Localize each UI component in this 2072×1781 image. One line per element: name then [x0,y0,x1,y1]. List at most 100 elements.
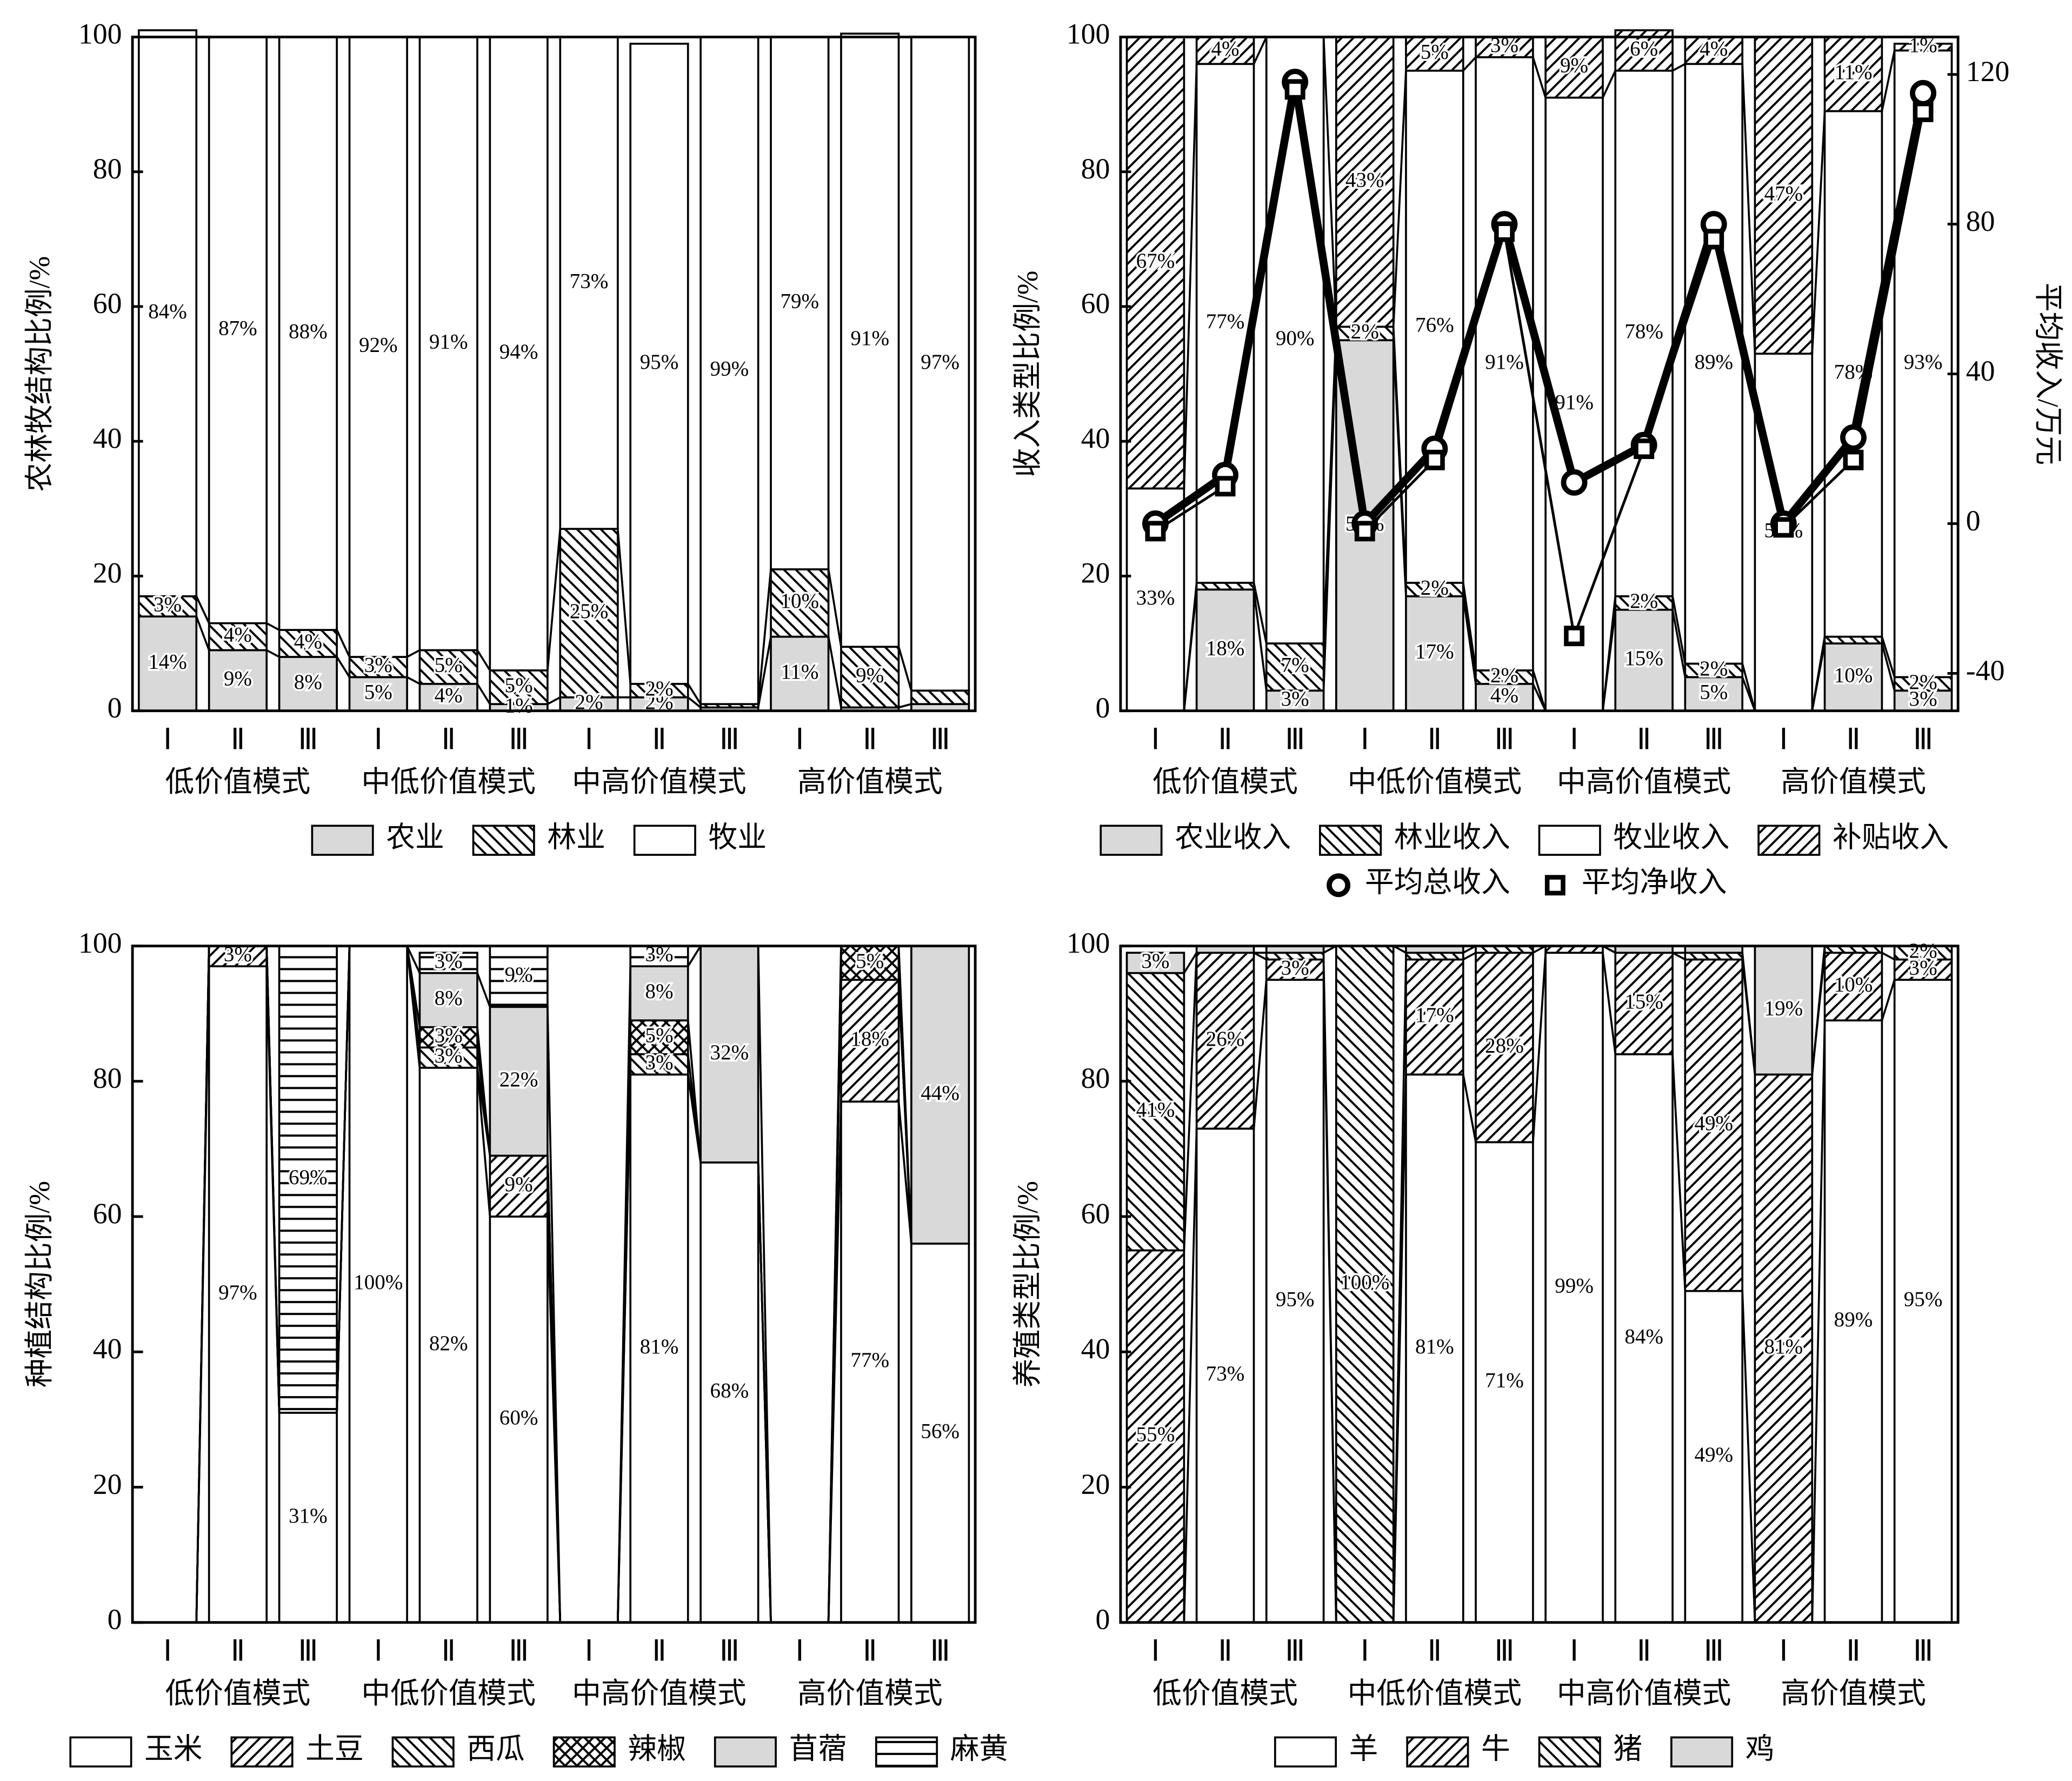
connector [476,1067,491,1217]
bar-segment [418,1026,478,1049]
y-tick-label: 40 [1081,422,1110,454]
bar-segment [1544,952,1604,1624]
bar-segment [489,36,549,672]
connector [547,529,562,671]
x-tick-label: Ⅰ [374,1635,383,1667]
value-label: 78% [1624,320,1663,343]
bar-segment [1265,689,1325,712]
bar-segment [840,646,900,709]
panel: 33%67%18%77%4%3%7%90%55%2%43%17%2%76%5%4… [1011,18,2064,899]
value-label: 5% [435,654,463,677]
value-label: 5% [1421,41,1449,64]
value-label: 3% [1281,687,1309,710]
plot-frame [131,35,977,713]
connector [1602,596,1617,711]
legend-swatch [875,1736,938,1767]
bar-segment [840,1100,900,1624]
bar-segment [910,1242,970,1624]
legend-label: 牧业 [708,821,767,853]
bar-segment [1405,952,1464,961]
connector [336,629,351,657]
bar-segment [699,945,759,1164]
y2-tick-label: -40 [1966,654,2005,687]
legend-label: 玉米 [144,1733,203,1765]
bar-segment [559,528,619,699]
bar-segment [1475,36,1534,58]
value-label: 89% [1694,350,1733,374]
x-tick-label: Ⅱ [441,723,455,756]
value-label: 4% [1490,684,1518,707]
bar-segment [1684,952,1744,961]
value-label: 2% [1909,670,1937,694]
connector [1253,952,1267,961]
legend-swatch [1538,1736,1601,1767]
connector [1672,63,1686,72]
connector [1532,953,1547,1142]
legend-label: 牧业收入 [1613,821,1729,853]
value-label: 5% [856,949,884,973]
value-label: 91% [1555,391,1594,414]
connector [757,636,772,708]
marker [1561,469,1588,496]
marker [1773,517,1794,538]
x-tick-label: Ⅰ [1361,1635,1369,1667]
legend-swatch [311,825,374,856]
connector [407,649,421,658]
connector [616,966,632,1623]
connector [1183,952,1198,974]
connector [1881,50,1896,111]
bar-segment [699,36,759,706]
value-label: 94% [499,340,538,363]
connector [266,622,280,631]
value-label: 3% [154,593,182,616]
bar-segment [1335,36,1395,328]
bar-segment [1195,1127,1255,1624]
legend-swatch [230,1736,294,1767]
legend-marker [1544,875,1565,896]
y-tick-label: 20 [93,557,122,589]
marker [1634,438,1655,459]
value-label: 76% [1415,313,1454,336]
connector [476,973,491,1007]
y-tick-label: 0 [1095,1603,1110,1636]
x-tick-label: Ⅰ [374,723,383,756]
value-label: 81% [640,1335,679,1358]
group-label: 中低价值模式 [361,766,536,798]
legend-swatch [1100,825,1163,856]
legend-label: 平均净收入 [1582,866,1727,899]
x-tick-label: Ⅰ [795,1635,804,1667]
bar-segment [1754,1073,1814,1624]
group-label: 中高价值模式 [1557,766,1731,798]
connector [827,636,842,708]
connector [687,1020,702,1163]
group-label: 中高价值模式 [1557,1677,1731,1710]
legend-swatch [1319,825,1382,856]
connector [1183,64,1198,489]
bar-segment [1823,36,1883,112]
value-label: 11% [781,660,818,683]
value-label: 14% [148,650,187,673]
legend-label: 补贴收入 [1833,821,1949,853]
x-tick-label: Ⅲ [1494,723,1514,756]
bar-segment [1614,952,1674,1055]
connector [195,946,210,1623]
value-label: 5% [1700,680,1728,703]
group-label: 高价值模式 [797,1677,943,1710]
connector [1602,952,1617,1055]
value-label: 8% [435,987,463,1010]
value-label: 84% [148,300,187,323]
connector [266,649,280,658]
x-tick-label: Ⅱ [1637,723,1651,756]
value-label: 2% [1700,657,1728,680]
value-label: 99% [710,357,749,380]
group-label: 高价值模式 [1781,1677,1926,1710]
x-tick-label: Ⅰ [1151,1635,1160,1667]
marker [1145,521,1166,542]
value-label: 97% [921,350,960,374]
value-label: 68% [710,1379,749,1402]
bar-segment [348,676,408,712]
marker [1215,476,1236,497]
connector [1881,979,1896,1021]
x-tick-label: Ⅱ [1846,1635,1860,1667]
legend-swatch [552,1736,616,1767]
